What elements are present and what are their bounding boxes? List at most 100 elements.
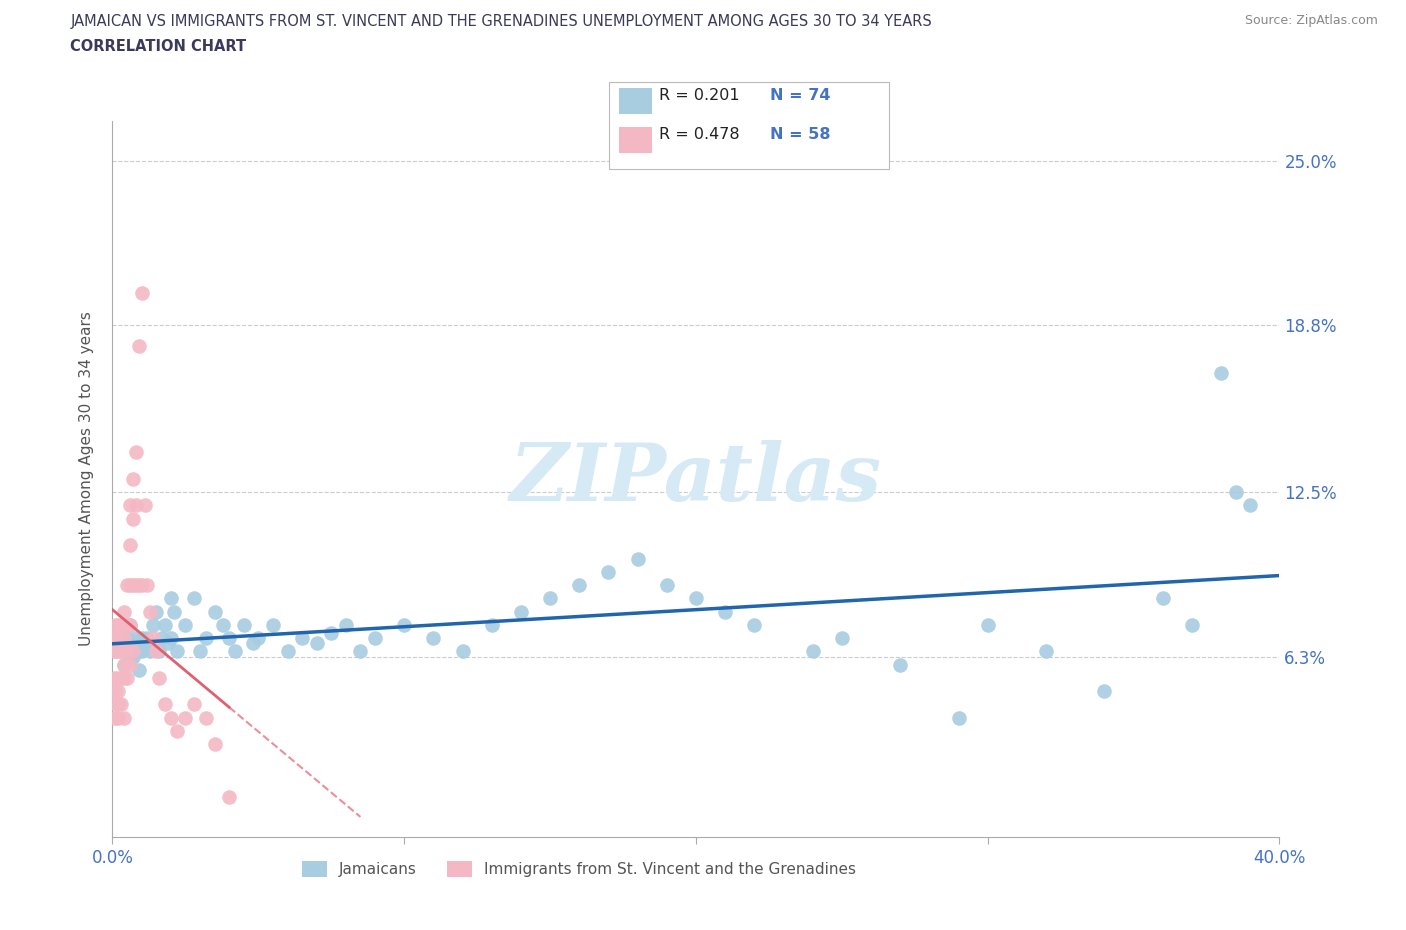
Text: ZIPatlas: ZIPatlas xyxy=(510,440,882,518)
Point xyxy=(112,658,135,672)
Point xyxy=(115,618,138,632)
Point xyxy=(125,498,148,513)
Point xyxy=(1225,485,1247,499)
Y-axis label: Unemployment Among Ages 30 to 34 years: Unemployment Among Ages 30 to 34 years xyxy=(79,312,94,646)
Point xyxy=(110,636,132,651)
Point xyxy=(714,604,737,619)
Point xyxy=(107,631,129,645)
Point xyxy=(118,538,141,552)
Point xyxy=(112,631,135,645)
Point xyxy=(183,591,205,605)
Point xyxy=(104,711,127,725)
Point xyxy=(1094,684,1116,698)
Point xyxy=(112,658,135,672)
Point xyxy=(685,591,707,605)
Point xyxy=(160,711,183,725)
Point xyxy=(976,618,998,632)
Point xyxy=(104,644,127,658)
Point xyxy=(481,618,503,632)
Point xyxy=(163,604,186,619)
Point xyxy=(118,578,141,592)
Text: JAMAICAN VS IMMIGRANTS FROM ST. VINCENT AND THE GRENADINES UNEMPLOYMENT AMONG AG: JAMAICAN VS IMMIGRANTS FROM ST. VINCENT … xyxy=(70,14,932,29)
Point xyxy=(156,636,179,651)
Point xyxy=(364,631,387,645)
Point xyxy=(112,636,135,651)
Point xyxy=(115,578,138,592)
Point xyxy=(148,644,170,658)
Point xyxy=(183,697,205,711)
Point xyxy=(568,578,591,592)
Point xyxy=(128,644,150,658)
Point xyxy=(107,631,129,645)
Point xyxy=(451,644,474,658)
Point xyxy=(128,339,150,353)
Point xyxy=(125,445,148,459)
Point xyxy=(166,644,188,658)
Text: R = 0.201: R = 0.201 xyxy=(659,88,740,103)
Point xyxy=(242,636,264,651)
Point xyxy=(232,618,254,632)
Point xyxy=(194,631,217,645)
Point xyxy=(212,618,235,632)
Point xyxy=(160,591,183,605)
Point xyxy=(110,625,132,640)
Point xyxy=(948,711,970,725)
Point xyxy=(128,578,150,592)
Point xyxy=(1035,644,1057,658)
Point xyxy=(118,618,141,632)
Point xyxy=(276,644,298,658)
Point xyxy=(104,631,127,645)
Point xyxy=(134,636,156,651)
Point xyxy=(136,578,159,592)
Point xyxy=(110,618,132,632)
Point xyxy=(110,671,132,685)
Point xyxy=(145,644,167,658)
Point xyxy=(247,631,270,645)
Point xyxy=(627,551,650,566)
Legend: Jamaicans, Immigrants from St. Vincent and the Grenadines: Jamaicans, Immigrants from St. Vincent a… xyxy=(297,855,862,884)
Point xyxy=(831,631,853,645)
Point xyxy=(104,684,127,698)
Point xyxy=(131,578,153,592)
Point xyxy=(115,631,138,645)
Point xyxy=(655,578,678,592)
Text: Source: ZipAtlas.com: Source: ZipAtlas.com xyxy=(1244,14,1378,27)
Point xyxy=(122,472,145,486)
Point xyxy=(115,644,138,658)
Text: CORRELATION CHART: CORRELATION CHART xyxy=(70,39,246,54)
Point xyxy=(801,644,824,658)
Point xyxy=(118,652,141,667)
Point xyxy=(153,618,176,632)
Point xyxy=(224,644,246,658)
Point xyxy=(112,671,135,685)
Point xyxy=(139,644,162,658)
Point xyxy=(110,644,132,658)
Text: N = 74: N = 74 xyxy=(770,88,831,103)
Point xyxy=(145,604,167,619)
Point xyxy=(118,498,141,513)
Point xyxy=(107,711,129,725)
Point xyxy=(107,644,129,658)
Point xyxy=(125,631,148,645)
Point xyxy=(107,684,129,698)
Point xyxy=(150,631,173,645)
Point xyxy=(1239,498,1261,513)
Point xyxy=(115,644,138,658)
Point xyxy=(1209,365,1232,380)
Point xyxy=(160,631,183,645)
Point xyxy=(104,644,127,658)
Point xyxy=(115,671,138,685)
Point xyxy=(128,662,150,677)
Point xyxy=(422,631,444,645)
Point xyxy=(291,631,314,645)
Point xyxy=(321,625,343,640)
Point xyxy=(131,631,153,645)
Point xyxy=(188,644,211,658)
Point xyxy=(104,697,127,711)
Point xyxy=(104,671,127,685)
Point xyxy=(218,631,240,645)
Point xyxy=(110,697,132,711)
Point xyxy=(122,649,145,664)
Point xyxy=(335,618,357,632)
Point xyxy=(394,618,416,632)
